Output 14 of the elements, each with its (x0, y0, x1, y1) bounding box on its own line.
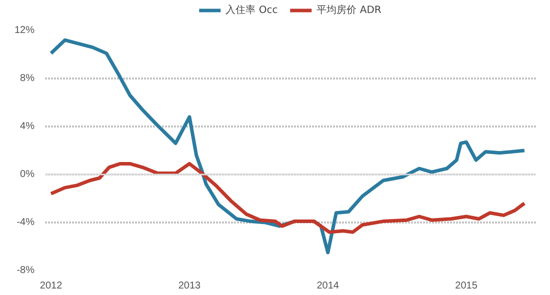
x-tick-label: 2012 (40, 280, 63, 292)
y-tick-label: 8% (20, 73, 35, 84)
x-tick-label: 2014 (316, 280, 340, 292)
y-tick-label: -8% (16, 265, 35, 276)
x-tick-label: 2013 (178, 280, 202, 292)
legend-label: 入住率 Occ (226, 4, 278, 17)
y-tick-label: -4% (16, 217, 35, 228)
y-tick-label: 4% (20, 121, 35, 132)
x-tick-label: 2015 (455, 280, 478, 292)
y-tick-label: 12% (14, 25, 35, 36)
legend-label: 平均房价 ADR (316, 4, 382, 17)
y-tick-label: 0% (20, 169, 35, 180)
line-series (49, 162, 526, 234)
line-series (49, 38, 526, 254)
